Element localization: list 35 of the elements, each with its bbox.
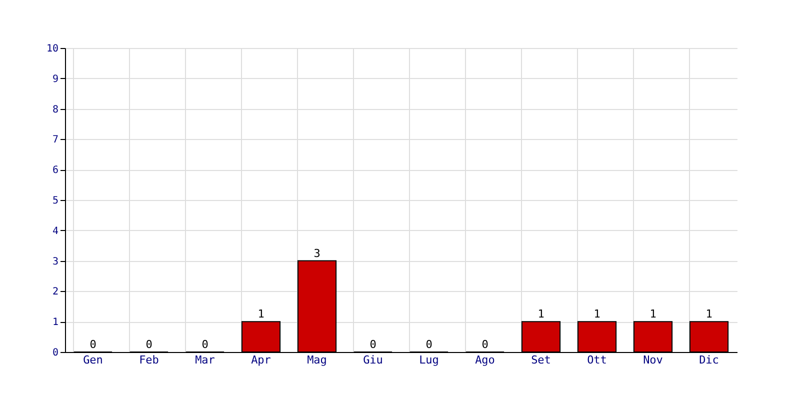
- x-tick-label: Feb: [139, 354, 159, 366]
- data-label: 0: [370, 338, 376, 351]
- data-label: 0: [426, 338, 432, 351]
- y-tick-label: 3: [52, 256, 58, 268]
- x-tick-label: Ott: [587, 354, 607, 366]
- x-tick-label: Nov: [643, 354, 664, 366]
- data-label: 0: [482, 338, 488, 351]
- y-tick-label: 6: [52, 165, 58, 176]
- y-tick-label: 1: [52, 317, 58, 328]
- y-tick-label: 7: [52, 134, 58, 146]
- y-tick-label: 10: [46, 44, 58, 54]
- x-tick-label: Set: [531, 354, 551, 366]
- x-tick-label: Mag: [307, 354, 327, 366]
- data-label: 0: [90, 338, 96, 351]
- data-label: 1: [594, 308, 600, 321]
- data-label: 1: [650, 308, 656, 321]
- data-label: 1: [258, 308, 264, 321]
- x-tick-label: Dic: [699, 354, 719, 366]
- x-tick-label: Mar: [195, 354, 216, 366]
- data-label: 0: [202, 338, 208, 351]
- y-tick-label: 2: [52, 286, 58, 298]
- x-tick-label: Giu: [363, 354, 383, 366]
- data-label: 1: [706, 308, 712, 321]
- x-tick-label: Ago: [475, 354, 495, 366]
- data-label: 3: [314, 246, 320, 260]
- x-tick-label: Lug: [419, 354, 439, 366]
- y-tick-label: 8: [52, 104, 58, 116]
- x-tick-label: Apr: [251, 354, 272, 366]
- x-tick-label: Gen: [83, 354, 103, 366]
- y-tick-label: 4: [52, 226, 58, 237]
- y-tick-label: 0: [52, 348, 58, 358]
- y-tick-label: 9: [52, 74, 58, 85]
- data-label: 0: [146, 338, 152, 351]
- data-label: 1: [538, 308, 544, 321]
- y-tick-label: 5: [52, 196, 58, 206]
